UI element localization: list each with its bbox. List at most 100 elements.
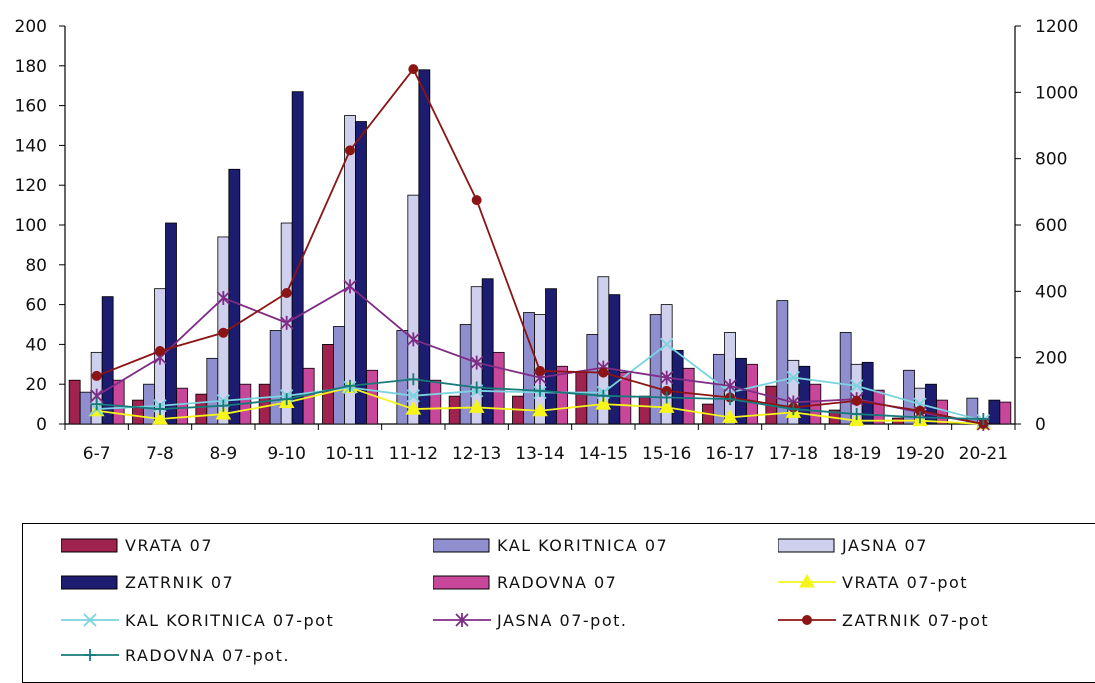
bar (195, 393, 208, 425)
point (216, 290, 230, 305)
point (408, 64, 419, 75)
point (215, 406, 232, 420)
bar (429, 379, 442, 425)
point (914, 411, 926, 424)
bar (228, 168, 241, 425)
bar (79, 391, 92, 425)
bar (448, 395, 461, 425)
legend-item: KAL KORITNICA 07 (433, 534, 668, 556)
y-tick-label: 120 (15, 176, 47, 196)
chart: 0 20 40 60 80 100 120 140 160 180 200 0 200 400 600 800… (15, 17, 1079, 464)
bar (556, 365, 568, 425)
bar (481, 278, 494, 425)
legend-swatch (778, 574, 836, 588)
bar (839, 332, 852, 425)
point (343, 279, 357, 294)
point (406, 389, 420, 403)
point (534, 384, 546, 397)
point (724, 393, 736, 406)
point (90, 398, 103, 411)
y2-tick-label: 800 (1035, 150, 1067, 170)
x-tick-label: 18-19 (832, 444, 881, 464)
legend-item: ZATRNIK 07 (61, 571, 234, 593)
legend-label: ZATRNIK 07-pot (842, 610, 990, 630)
point (787, 403, 800, 416)
legend-item: VRATA 07-pot (778, 571, 968, 593)
y-tick-label: 100 (15, 216, 47, 236)
point (91, 370, 102, 381)
bar (545, 288, 557, 425)
point (660, 370, 674, 385)
legend-item: KAL KORITNICA 07-pot (61, 609, 334, 631)
legend-label: VRATA 07 (125, 535, 214, 555)
point (281, 287, 292, 298)
legend: VRATA 07 KAL KORITNICA 07 JASNA 07 ZATRNIK … (22, 523, 1095, 683)
x-tick-label: 19-20 (895, 444, 944, 464)
bar (344, 115, 356, 425)
bar (68, 379, 81, 425)
legend-label: JASNA 07 (842, 535, 928, 555)
bar (575, 371, 588, 425)
point (344, 379, 356, 392)
x-tick-label: 11-12 (389, 444, 438, 464)
y2-tick-label: 200 (1035, 349, 1067, 369)
point (851, 395, 862, 406)
bar (988, 399, 1001, 425)
legend-label: RADOVNA 07 (497, 572, 618, 592)
legend-label: VRATA 07-pot (842, 572, 969, 592)
bar (619, 371, 632, 425)
x-tick-label: 8-9 (209, 444, 237, 464)
legend-swatch (61, 649, 119, 661)
bars (68, 69, 1012, 425)
point (723, 378, 737, 393)
legend-item: JASNA 07-pot. (433, 609, 627, 631)
x-tick-label: 9-10 (267, 444, 306, 464)
bar (333, 326, 345, 425)
point (598, 367, 609, 378)
legend-item: RADOVNA 07-pot. (61, 644, 290, 666)
y2-tick-label: 0 (1035, 415, 1046, 435)
point (468, 399, 485, 413)
bar (258, 383, 271, 425)
point (471, 195, 482, 206)
bar (798, 365, 811, 425)
point (217, 399, 230, 412)
bar (322, 343, 334, 425)
legend-bar-swatch (433, 575, 490, 590)
legend-label: RADOVNA 07-pot. (125, 645, 290, 665)
point (407, 373, 420, 386)
y2-tick-label: 400 (1035, 282, 1067, 302)
legend-swatch (433, 538, 490, 553)
y-tick-label: 200 (15, 17, 47, 37)
legend-item: ZATRNIK 07-pot (778, 609, 989, 631)
x-tick-label: 10-11 (325, 444, 374, 464)
point (470, 381, 483, 394)
legend-swatch (778, 615, 836, 625)
x-tick-label: 6-7 (83, 444, 111, 464)
x-tick-label: 7-8 (146, 444, 174, 464)
y-tick-label: 80 (25, 256, 47, 276)
bar (176, 387, 188, 425)
legend-item: JASNA 07 (778, 534, 928, 556)
bar (608, 294, 621, 425)
legend-swatch (778, 538, 835, 553)
point (455, 613, 469, 627)
legend-swatch (61, 575, 118, 590)
legend-swatch (61, 613, 119, 627)
bar (407, 194, 420, 425)
point (595, 396, 612, 410)
x-tick-label: 13-14 (515, 444, 564, 464)
point (83, 613, 97, 627)
legend-bar-swatch (61, 538, 118, 553)
y-tick-label: 0 (36, 415, 47, 435)
point (722, 409, 738, 423)
point (280, 315, 294, 330)
bar (872, 389, 885, 425)
x-tick-label: 14-15 (579, 444, 628, 464)
legend-label: ZATRNIK 07 (125, 572, 235, 592)
point (535, 365, 545, 376)
x-tick-label: 12-13 (452, 444, 501, 464)
y2-tick-label: 1200 (1035, 17, 1078, 37)
legend-item: VRATA 07 (61, 534, 213, 556)
point (470, 355, 484, 370)
